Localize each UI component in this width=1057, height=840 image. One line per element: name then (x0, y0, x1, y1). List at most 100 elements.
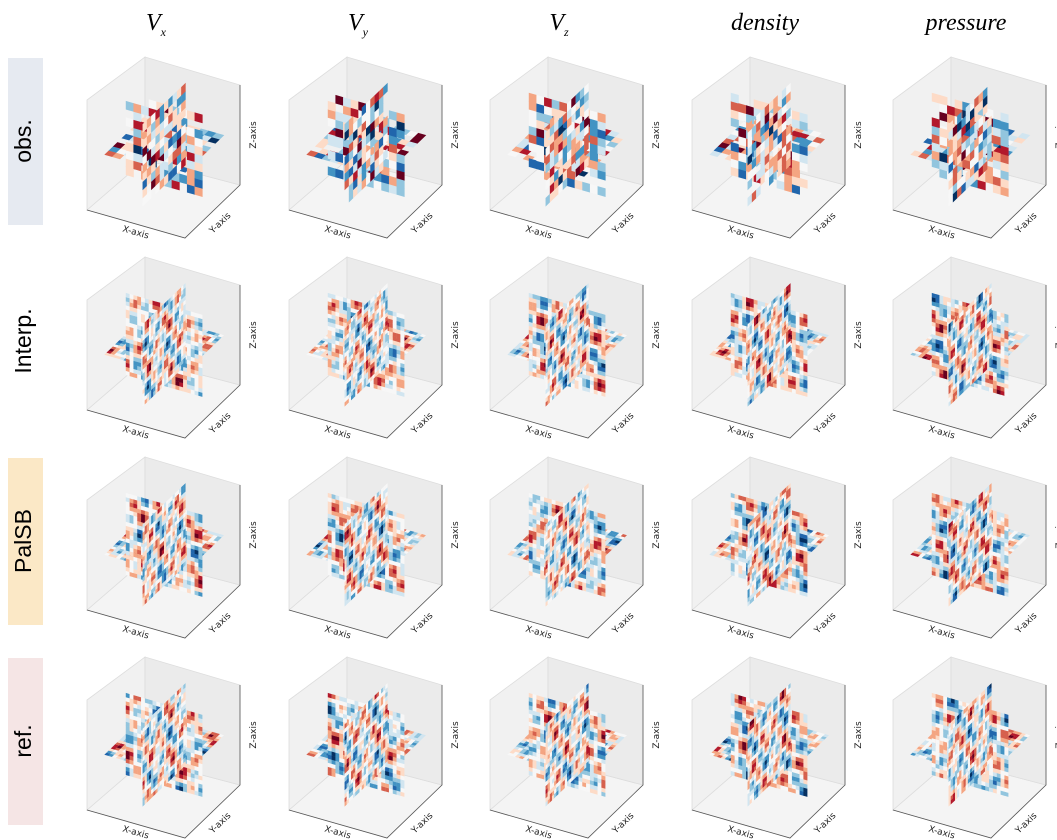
slice-cell (348, 181, 354, 195)
slice-cell (164, 99, 169, 113)
slice-cell (343, 97, 352, 108)
slice-cell (335, 152, 344, 164)
slice-cell (343, 105, 352, 117)
slice-cell (125, 141, 134, 153)
z-axis-label: Z-axis (854, 121, 864, 149)
slice-cell (357, 115, 362, 129)
slice-cell (554, 185, 559, 199)
slice-cell (155, 132, 160, 146)
slice-cell (528, 141, 537, 153)
slice-cell (357, 140, 362, 154)
slice-cell (558, 115, 563, 129)
slice-cell (388, 134, 397, 146)
slice-cell (558, 123, 563, 137)
slice-cell (536, 111, 545, 123)
slice-cell (181, 156, 186, 170)
header-subscript: x (160, 25, 167, 39)
slice-cell (597, 145, 606, 157)
slice-cell (559, 101, 568, 113)
slice-cell (186, 175, 195, 187)
slice-cell (374, 107, 380, 121)
slice-cell (133, 111, 142, 123)
slice-cell (125, 117, 134, 129)
slice-cell (327, 117, 336, 129)
slice-cell (562, 111, 568, 125)
slice-cell (597, 128, 606, 140)
z-axis-label: Z-axis (652, 121, 662, 149)
slice-cell (194, 145, 203, 157)
header-symbol: V (146, 10, 163, 36)
slice-cell (172, 164, 178, 178)
slice-cell (383, 148, 388, 162)
slice-cell (344, 177, 350, 191)
y-axis-label: Y-axis (207, 211, 233, 237)
slice-cell (396, 153, 405, 165)
slice-cell (335, 94, 344, 106)
slice-cell (370, 160, 375, 174)
slice-cell (536, 135, 545, 147)
slice-cell (566, 156, 572, 170)
slice-cell (344, 119, 350, 133)
slice-cell (554, 119, 559, 133)
slice-cell (589, 110, 598, 122)
slice-cell (155, 148, 160, 162)
slice-cell (348, 173, 354, 187)
slice-plane (142, 82, 186, 207)
slice-cell (344, 160, 350, 174)
y-axis-label: Y-axis (610, 211, 636, 237)
slice-cell (536, 119, 545, 131)
slice-cell (536, 160, 545, 172)
slice-cell (549, 124, 555, 137)
slice-cell (558, 173, 563, 187)
slice-cell (181, 99, 186, 113)
slice-cell (172, 115, 178, 129)
slice-cell (562, 168, 568, 182)
slice-cell (146, 124, 152, 137)
y-axis-label: Y-axis (610, 411, 636, 437)
slice-cell (549, 156, 555, 170)
slice-cell (353, 144, 358, 158)
slice-cell (172, 148, 178, 162)
slice-cell (361, 103, 367, 117)
slice-cell (383, 115, 388, 129)
row-label-bg (8, 658, 43, 825)
slice-cell (125, 158, 134, 170)
slice-cell (164, 123, 169, 137)
slice-cell (168, 119, 173, 133)
slice-cell (159, 128, 165, 141)
slice-cell (194, 136, 203, 148)
slice-cell (567, 177, 576, 189)
slice-cell (327, 150, 336, 161)
slice-cell (125, 166, 134, 178)
z-axis-label: Z-axis (249, 121, 259, 149)
slice-cell (176, 144, 182, 158)
column-header: Vz (549, 10, 569, 39)
slice-cell (151, 128, 156, 142)
slice-cell (374, 148, 380, 162)
slice-cell (186, 126, 195, 138)
slice-cell (159, 177, 165, 191)
slice-cell (554, 128, 559, 142)
slice-cell (168, 136, 173, 150)
slice-cell (396, 186, 405, 197)
slice-cell (353, 169, 358, 182)
slice-cell (142, 136, 148, 150)
slice-cell (396, 112, 405, 124)
slice-cell (589, 126, 598, 138)
slice-cell (378, 144, 384, 158)
slice-cell (155, 173, 160, 187)
slice-cell (142, 193, 148, 207)
y-axis-label: Y-axis (409, 411, 435, 437)
slice-cell (554, 111, 559, 125)
slice-cell (194, 128, 203, 140)
slice-cell (133, 144, 142, 155)
slice-cell (348, 156, 354, 170)
slice-cell (554, 169, 559, 182)
slice-cell (348, 148, 354, 162)
slice-cell (155, 115, 160, 129)
slice-cell (365, 173, 371, 186)
